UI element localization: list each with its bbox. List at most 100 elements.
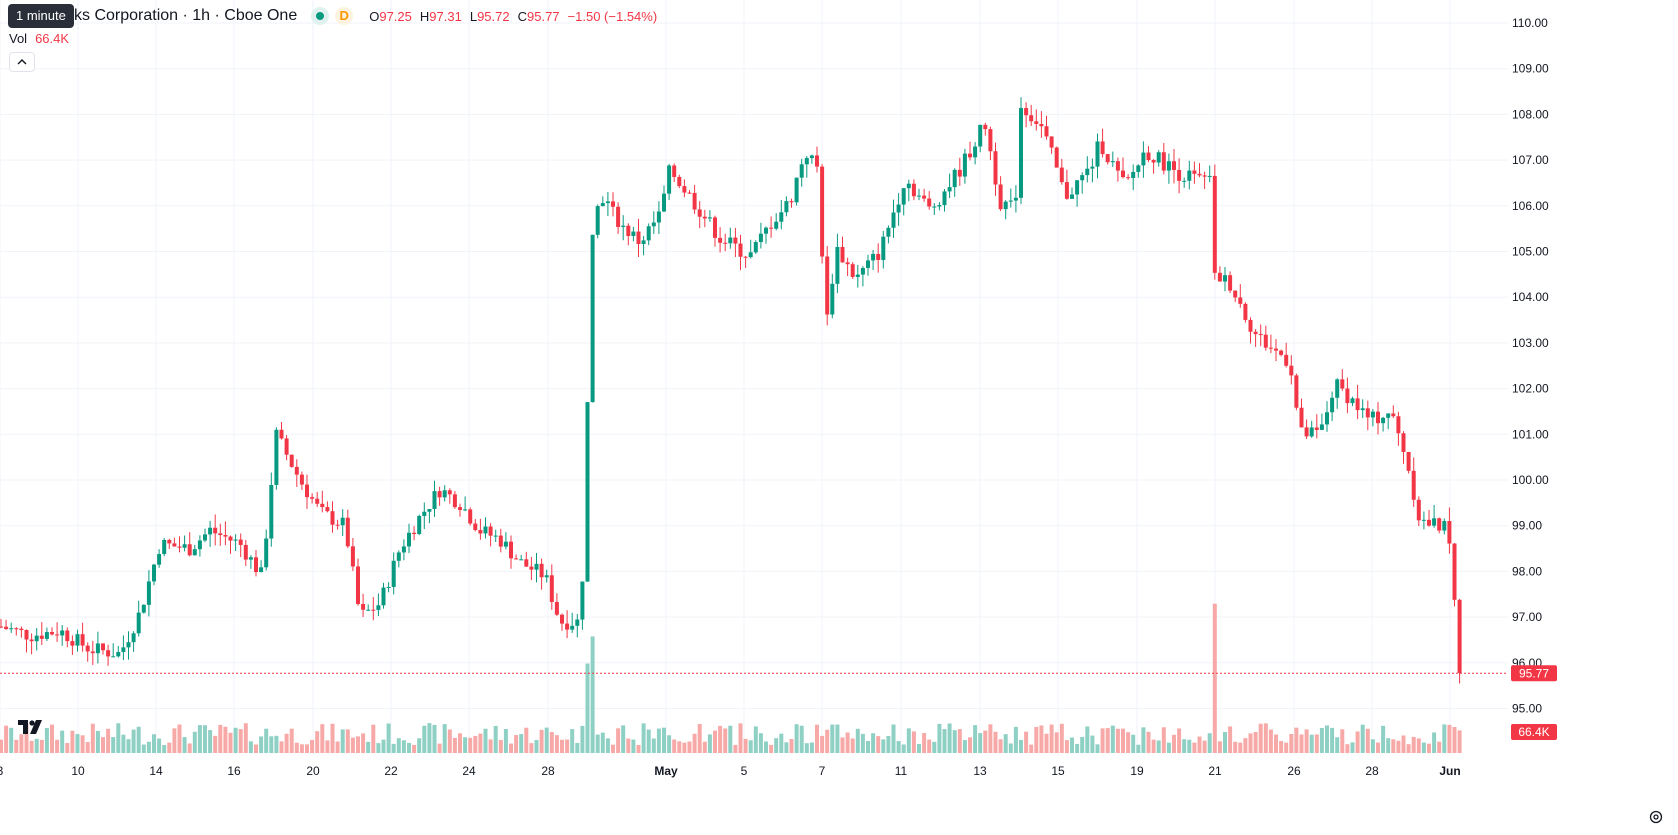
volume-bar [978, 733, 983, 753]
candle-body [779, 212, 784, 222]
candle-body [284, 438, 289, 455]
volume-bar [44, 727, 49, 753]
candle-body [1386, 413, 1391, 418]
volume-bar [376, 743, 381, 753]
volume-bar [809, 742, 814, 753]
volume-bar [687, 741, 692, 753]
volume-bar [111, 737, 116, 753]
volume-bar [60, 730, 65, 753]
candle-body [29, 639, 34, 642]
volume-bar [519, 734, 524, 753]
legend-row: cks Corporation · 1h · Cboe One D O97.25… [0, 4, 657, 28]
volume-bar [973, 725, 978, 753]
volume-bar [590, 636, 595, 753]
candle-body [509, 541, 513, 559]
candle-body [294, 466, 299, 475]
volume-bar [447, 729, 452, 753]
candle-body [299, 474, 304, 485]
candle-body [1401, 433, 1406, 452]
candle-body [544, 575, 549, 578]
volume-bar [1284, 742, 1289, 753]
volume-bar [758, 733, 763, 753]
candle-body [784, 201, 789, 213]
candle-body [1406, 451, 1411, 471]
volume-bar [361, 733, 366, 753]
delayed-data-badge[interactable]: D [335, 7, 354, 25]
volume-bar [274, 735, 279, 753]
volume-bar [14, 739, 19, 753]
volume-bar [223, 726, 228, 753]
volume-bar [172, 728, 177, 753]
candle-body [1085, 168, 1090, 176]
price-tick-label: 106.00 [1512, 199, 1549, 213]
volume-bar [55, 739, 60, 753]
candle-body [1238, 297, 1243, 304]
candle-body [937, 205, 942, 207]
candle-body [1019, 108, 1023, 198]
symbol-title[interactable]: cks Corporation · 1h · Cboe One [66, 7, 298, 24]
candle-body [1411, 470, 1416, 500]
volume-bar [575, 742, 580, 753]
volume-bar [1054, 732, 1059, 753]
volume-bar [213, 735, 218, 753]
volume-bar [386, 723, 391, 753]
candle-body [891, 212, 896, 228]
volume-bar [1212, 603, 1217, 753]
volume-bar [631, 739, 636, 753]
tradingview-logo-icon[interactable] [16, 712, 46, 740]
volume-bar [106, 728, 111, 753]
volume-bar [310, 739, 315, 753]
candle-body [988, 129, 993, 152]
candle-body [707, 217, 712, 219]
candle-body [672, 165, 677, 177]
volume-bar [366, 741, 371, 753]
candle-body [162, 539, 167, 555]
candle-body [136, 612, 141, 634]
candle-body [1126, 177, 1131, 179]
candle-body [182, 544, 187, 548]
volume-bar [1059, 723, 1064, 753]
candle-body [1039, 124, 1044, 127]
candle-body [427, 508, 432, 512]
volume-bar [850, 738, 855, 753]
volume-bar [121, 734, 126, 753]
candle-body [1253, 331, 1258, 335]
market-status-icon[interactable] [311, 7, 330, 25]
volume-bar [478, 733, 483, 753]
candle-body [187, 544, 192, 556]
volume-bar [1447, 724, 1452, 753]
volume-bar [580, 725, 585, 753]
candle-body [743, 256, 748, 258]
candle-body [692, 192, 697, 210]
volume-bar [743, 738, 748, 753]
price-axis: 110.00 109.00 108.00 107.00 106.00 105.00 104.… [1512, 16, 1549, 716]
candle-body [172, 543, 177, 547]
candle-body [274, 429, 279, 485]
candle-body [218, 533, 223, 536]
volume-bar [1182, 739, 1187, 753]
volume-bar [0, 739, 3, 753]
volume-bar [585, 663, 590, 753]
volume-bar [784, 742, 789, 753]
candle-body [1095, 141, 1100, 167]
time-tick-label: 28 [1365, 764, 1379, 778]
candle-body [70, 641, 75, 646]
volume-bars [0, 603, 1462, 753]
collapse-legend-button[interactable] [9, 52, 35, 72]
volume-bar [988, 724, 993, 753]
chart-grid [0, 0, 1508, 755]
candle-body [1121, 170, 1125, 178]
volume-bar [677, 741, 682, 753]
candle-body [585, 402, 590, 582]
volume-bar [401, 740, 406, 753]
candle-body [1330, 397, 1335, 413]
price-tick-label: 108.00 [1512, 107, 1549, 121]
settings-gear-icon[interactable] [1647, 808, 1665, 826]
candle-body [1416, 499, 1421, 521]
volume-bar [39, 739, 44, 753]
volume-bar [1416, 738, 1421, 753]
volume-bar [866, 740, 870, 753]
candle-body [1172, 161, 1176, 170]
candle-body [269, 484, 274, 539]
